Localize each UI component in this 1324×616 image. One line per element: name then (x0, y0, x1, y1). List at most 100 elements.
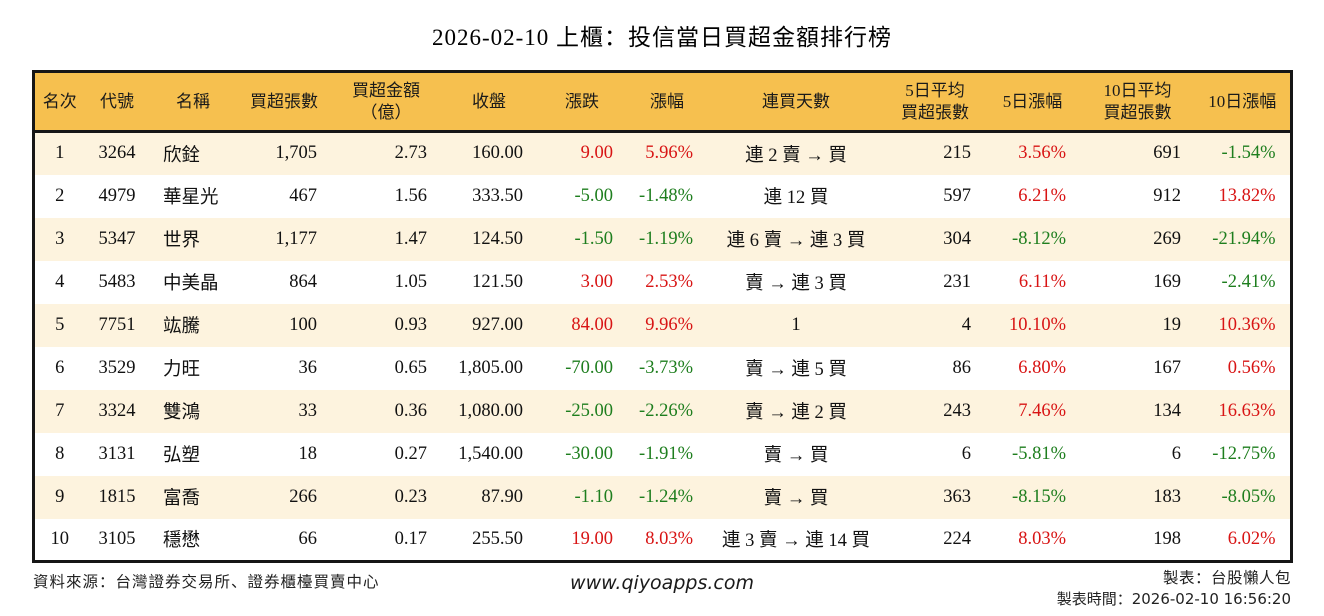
table-row: 4 5483 中美晶 864 1.05 121.50 3.00 2.53% 賣 → 連 3 買 2… (33, 260, 1291, 304)
table-row: 1 3264 欣銓 1,705 2.73 160.00 9.00 5.96% 連 2 賣 → 買… (33, 131, 1291, 175)
cell-avg10: 912 (1153, 185, 1181, 206)
cell-pct: -1.91% (639, 443, 693, 464)
cell-avg10: 19 (1162, 314, 1182, 335)
cell-pct5: 6.21% (1018, 185, 1066, 206)
cell-streak: 賣 → 連 3 買 (745, 274, 847, 294)
cell-avg5: 6 (961, 443, 971, 464)
cell-pct: -1.19% (639, 228, 693, 249)
cell-pct5: -8.15% (1012, 486, 1066, 507)
cell-pct5: 6.11% (1018, 271, 1066, 292)
cell-streak: 賣 → 連 2 買 (745, 403, 847, 423)
cell-avg5: 231 (943, 271, 971, 292)
cell-streak: 連 12 買 (763, 188, 829, 208)
table-row: 2 4979 華星光 467 1.56 333.50 -5.00 -1.48% 連 12 買 59… (33, 174, 1291, 218)
cell-code: 3131 (98, 443, 136, 464)
cell-avg5: 215 (943, 143, 971, 164)
cell-vol: 467 (289, 185, 317, 206)
cell-chg: 3.00 (580, 271, 613, 292)
cell-amt: 2.73 (394, 143, 427, 164)
cell-chg: -1.50 (574, 228, 613, 249)
cell-streak: 連 3 賣 → 連 14 買 (721, 531, 870, 552)
cell-avg10: 198 (1153, 528, 1181, 549)
cell-streak: 賣 → 連 5 買 (745, 360, 847, 380)
cell-avg10: 167 (1153, 357, 1181, 378)
cell-code: 7751 (98, 314, 136, 335)
cell-code: 1815 (98, 486, 136, 507)
cell-pct5: 6.80% (1018, 357, 1066, 378)
cell-avg10: 691 (1153, 143, 1181, 164)
cell-chg: 84.00 (571, 314, 613, 335)
table-row: 10 3105 穩懋 66 0.17 255.50 19.00 8.03% 連 3 賣 → 連 … (33, 518, 1291, 562)
cell-code: 3105 (98, 528, 136, 549)
cell-rank: 4 (55, 271, 65, 292)
cell-chg: 19.00 (571, 528, 613, 549)
cell-vol: 33 (298, 400, 318, 421)
cell-pct10: -21.94% (1212, 228, 1276, 249)
cell-amt: 0.93 (394, 314, 427, 335)
cell-pct10: 10.36% (1218, 314, 1276, 335)
cell-chg: -25.00 (565, 400, 613, 421)
cell-pct: 5.96% (645, 143, 693, 164)
column-header-vol: 買超張數 (237, 71, 331, 133)
cell-rank: 10 (50, 528, 70, 549)
cell-chg: 9.00 (580, 143, 613, 164)
cell-pct: -1.48% (639, 185, 693, 206)
column-header-name: 名稱 (149, 71, 237, 133)
cell-avg5: 363 (943, 486, 971, 507)
header-row: 名次 代號 名稱 買超張數 買超金額 （億） 收盤 漲跌 漲幅 連買天數 5日平均 買超張數 5日漲… (33, 71, 1291, 133)
column-header-pct5: 5日漲幅 (985, 71, 1080, 133)
cell-vol: 18 (298, 443, 318, 464)
cell-pct10: -8.05% (1221, 486, 1276, 507)
column-header-code: 代號 (85, 71, 149, 133)
table-row: 8 3131 弘塑 18 0.27 1,540.00 -30.00 -1.91% 賣 → 買 6 -… (33, 432, 1291, 476)
cell-rank: 7 (55, 400, 65, 421)
cell-amt: 0.17 (394, 528, 427, 549)
column-header-chg: 漲跌 (537, 71, 627, 133)
cell-close: 87.90 (481, 486, 523, 507)
cell-close: 121.50 (472, 271, 523, 292)
cell-amt: 1.47 (394, 228, 427, 249)
cell-rank: 1 (55, 143, 65, 164)
column-header-avg10: 10日平均 買超張數 (1080, 71, 1195, 133)
cell-pct: -2.26% (639, 400, 693, 421)
cell-pct: 9.96% (645, 314, 693, 335)
cell-rank: 5 (55, 314, 65, 335)
cell-amt: 0.36 (394, 400, 427, 421)
cell-close: 124.50 (472, 228, 523, 249)
cell-avg10: 134 (1153, 400, 1181, 421)
cell-pct: 2.53% (645, 271, 693, 292)
cell-pct5: 7.46% (1018, 400, 1066, 421)
cell-avg5: 243 (943, 400, 971, 421)
cell-avg10: 6 (1171, 443, 1181, 464)
cell-chg: -1.10 (574, 486, 613, 507)
cell-amt: 0.27 (394, 443, 427, 464)
cell-streak: 連 2 賣 → 買 (745, 145, 847, 166)
cell-name: 欣銓 (163, 145, 201, 166)
cell-chg: -5.00 (574, 185, 613, 206)
cell-name: 富喬 (163, 489, 201, 509)
cell-pct10: -1.54% (1221, 143, 1276, 164)
cell-rank: 8 (55, 443, 65, 464)
cell-close: 1,540.00 (458, 443, 523, 464)
cell-streak: 連 6 賣 → 連 3 買 (726, 231, 866, 251)
cell-amt: 1.56 (394, 185, 427, 206)
cell-rank: 6 (55, 357, 65, 378)
cell-pct10: 6.02% (1227, 528, 1276, 549)
cell-vol: 100 (289, 314, 317, 335)
table-header: 名次 代號 名稱 買超張數 買超金額 （億） 收盤 漲跌 漲幅 連買天數 5日平均 買超張數 5日漲… (33, 71, 1291, 133)
cell-name: 華星光 (163, 188, 219, 208)
cell-rank: 2 (55, 185, 65, 206)
table-row: 6 3529 力旺 36 0.65 1,805.00 -70.00 -3.73% 賣 → 連 5… (33, 346, 1291, 390)
cell-avg5: 86 (952, 357, 972, 378)
cell-vol: 864 (289, 271, 317, 292)
cell-code: 5483 (98, 271, 136, 292)
table-row: 7 3324 雙鴻 33 0.36 1,080.00 -25.00 -2.26% 賣 → 連 2… (33, 389, 1291, 433)
cell-close: 333.50 (472, 185, 523, 206)
cell-amt: 1.05 (394, 271, 427, 292)
cell-rank: 3 (55, 228, 65, 249)
cell-pct10: 0.56% (1227, 357, 1276, 378)
cell-streak: 1 (791, 314, 801, 335)
column-header-pct: 漲幅 (627, 71, 707, 133)
cell-pct: -3.73% (639, 357, 693, 378)
page-title: 2026-02-10 上櫃：投信當日買超金額排行榜 (431, 25, 893, 50)
